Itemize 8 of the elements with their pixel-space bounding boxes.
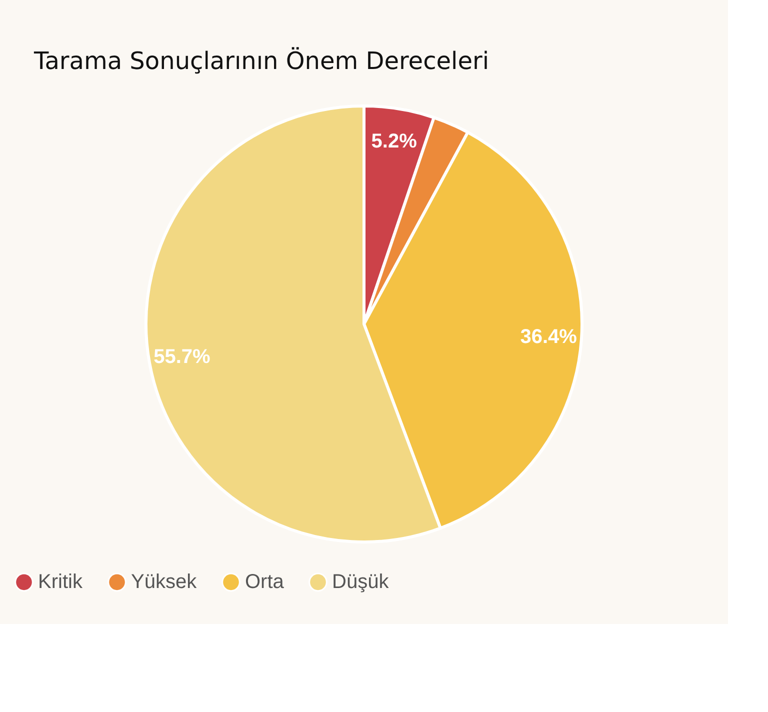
- legend-label: Orta: [245, 571, 285, 594]
- chart-title: Tarama Sonuçlarının Önem Dereceleri: [33, 47, 490, 75]
- data-label: 36.4%: [520, 326, 578, 348]
- legend-label: Yüksek: [131, 571, 198, 594]
- legend-label: Düşük: [332, 571, 390, 594]
- data-label: 5.2%: [371, 130, 418, 152]
- legend-label: Kritik: [38, 571, 84, 594]
- data-label: 55.7%: [154, 346, 211, 368]
